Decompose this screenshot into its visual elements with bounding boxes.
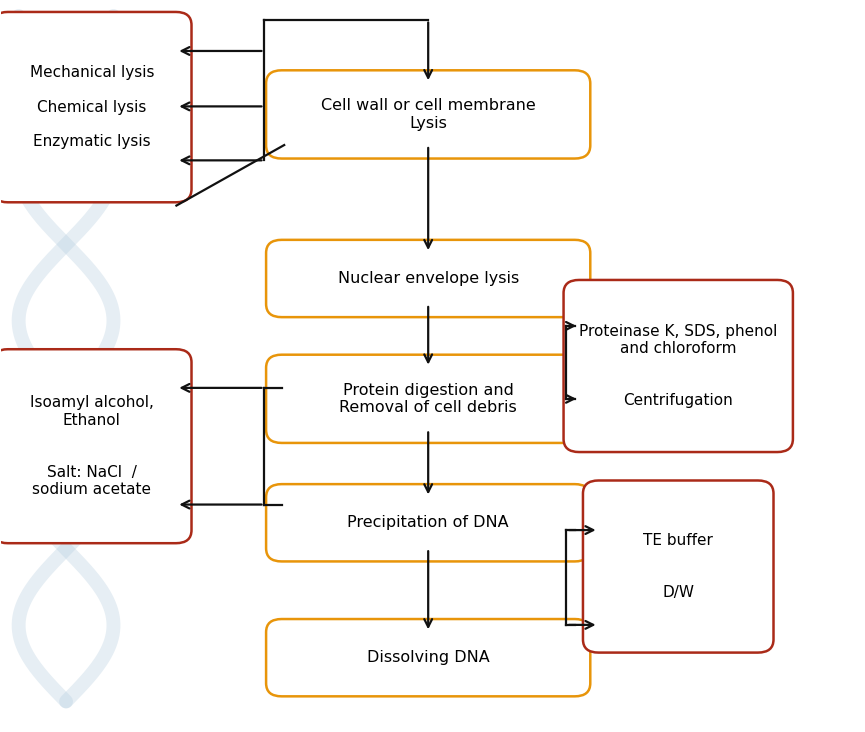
FancyBboxPatch shape bbox=[266, 355, 590, 443]
Text: Isoamyl alcohol,
Ethanol


Salt: NaCl  /
sodium acetate: Isoamyl alcohol, Ethanol Salt: NaCl / so… bbox=[30, 395, 154, 497]
FancyBboxPatch shape bbox=[266, 484, 590, 561]
FancyBboxPatch shape bbox=[0, 349, 191, 543]
FancyBboxPatch shape bbox=[266, 240, 590, 317]
Text: TE buffer


D/W: TE buffer D/W bbox=[644, 533, 713, 600]
Text: Mechanical lysis

Chemical lysis

Enzymatic lysis: Mechanical lysis Chemical lysis Enzymati… bbox=[29, 65, 154, 149]
FancyBboxPatch shape bbox=[564, 280, 793, 452]
FancyBboxPatch shape bbox=[583, 480, 773, 653]
FancyBboxPatch shape bbox=[0, 12, 191, 202]
Text: Cell wall or cell membrane
Lysis: Cell wall or cell membrane Lysis bbox=[321, 98, 535, 130]
Text: Dissolving DNA: Dissolving DNA bbox=[367, 650, 490, 665]
FancyBboxPatch shape bbox=[266, 70, 590, 159]
Text: Precipitation of DNA: Precipitation of DNA bbox=[348, 515, 509, 530]
Text: Protein digestion and
Removal of cell debris: Protein digestion and Removal of cell de… bbox=[339, 383, 517, 415]
Text: Nuclear envelope lysis: Nuclear envelope lysis bbox=[337, 271, 519, 286]
Text: © Genetic Education Inc.: © Genetic Education Inc. bbox=[349, 407, 507, 420]
FancyBboxPatch shape bbox=[266, 619, 590, 696]
Text: Proteinase K, SDS, phenol
and chloroform


Centrifugation: Proteinase K, SDS, phenol and chloroform… bbox=[579, 324, 778, 408]
